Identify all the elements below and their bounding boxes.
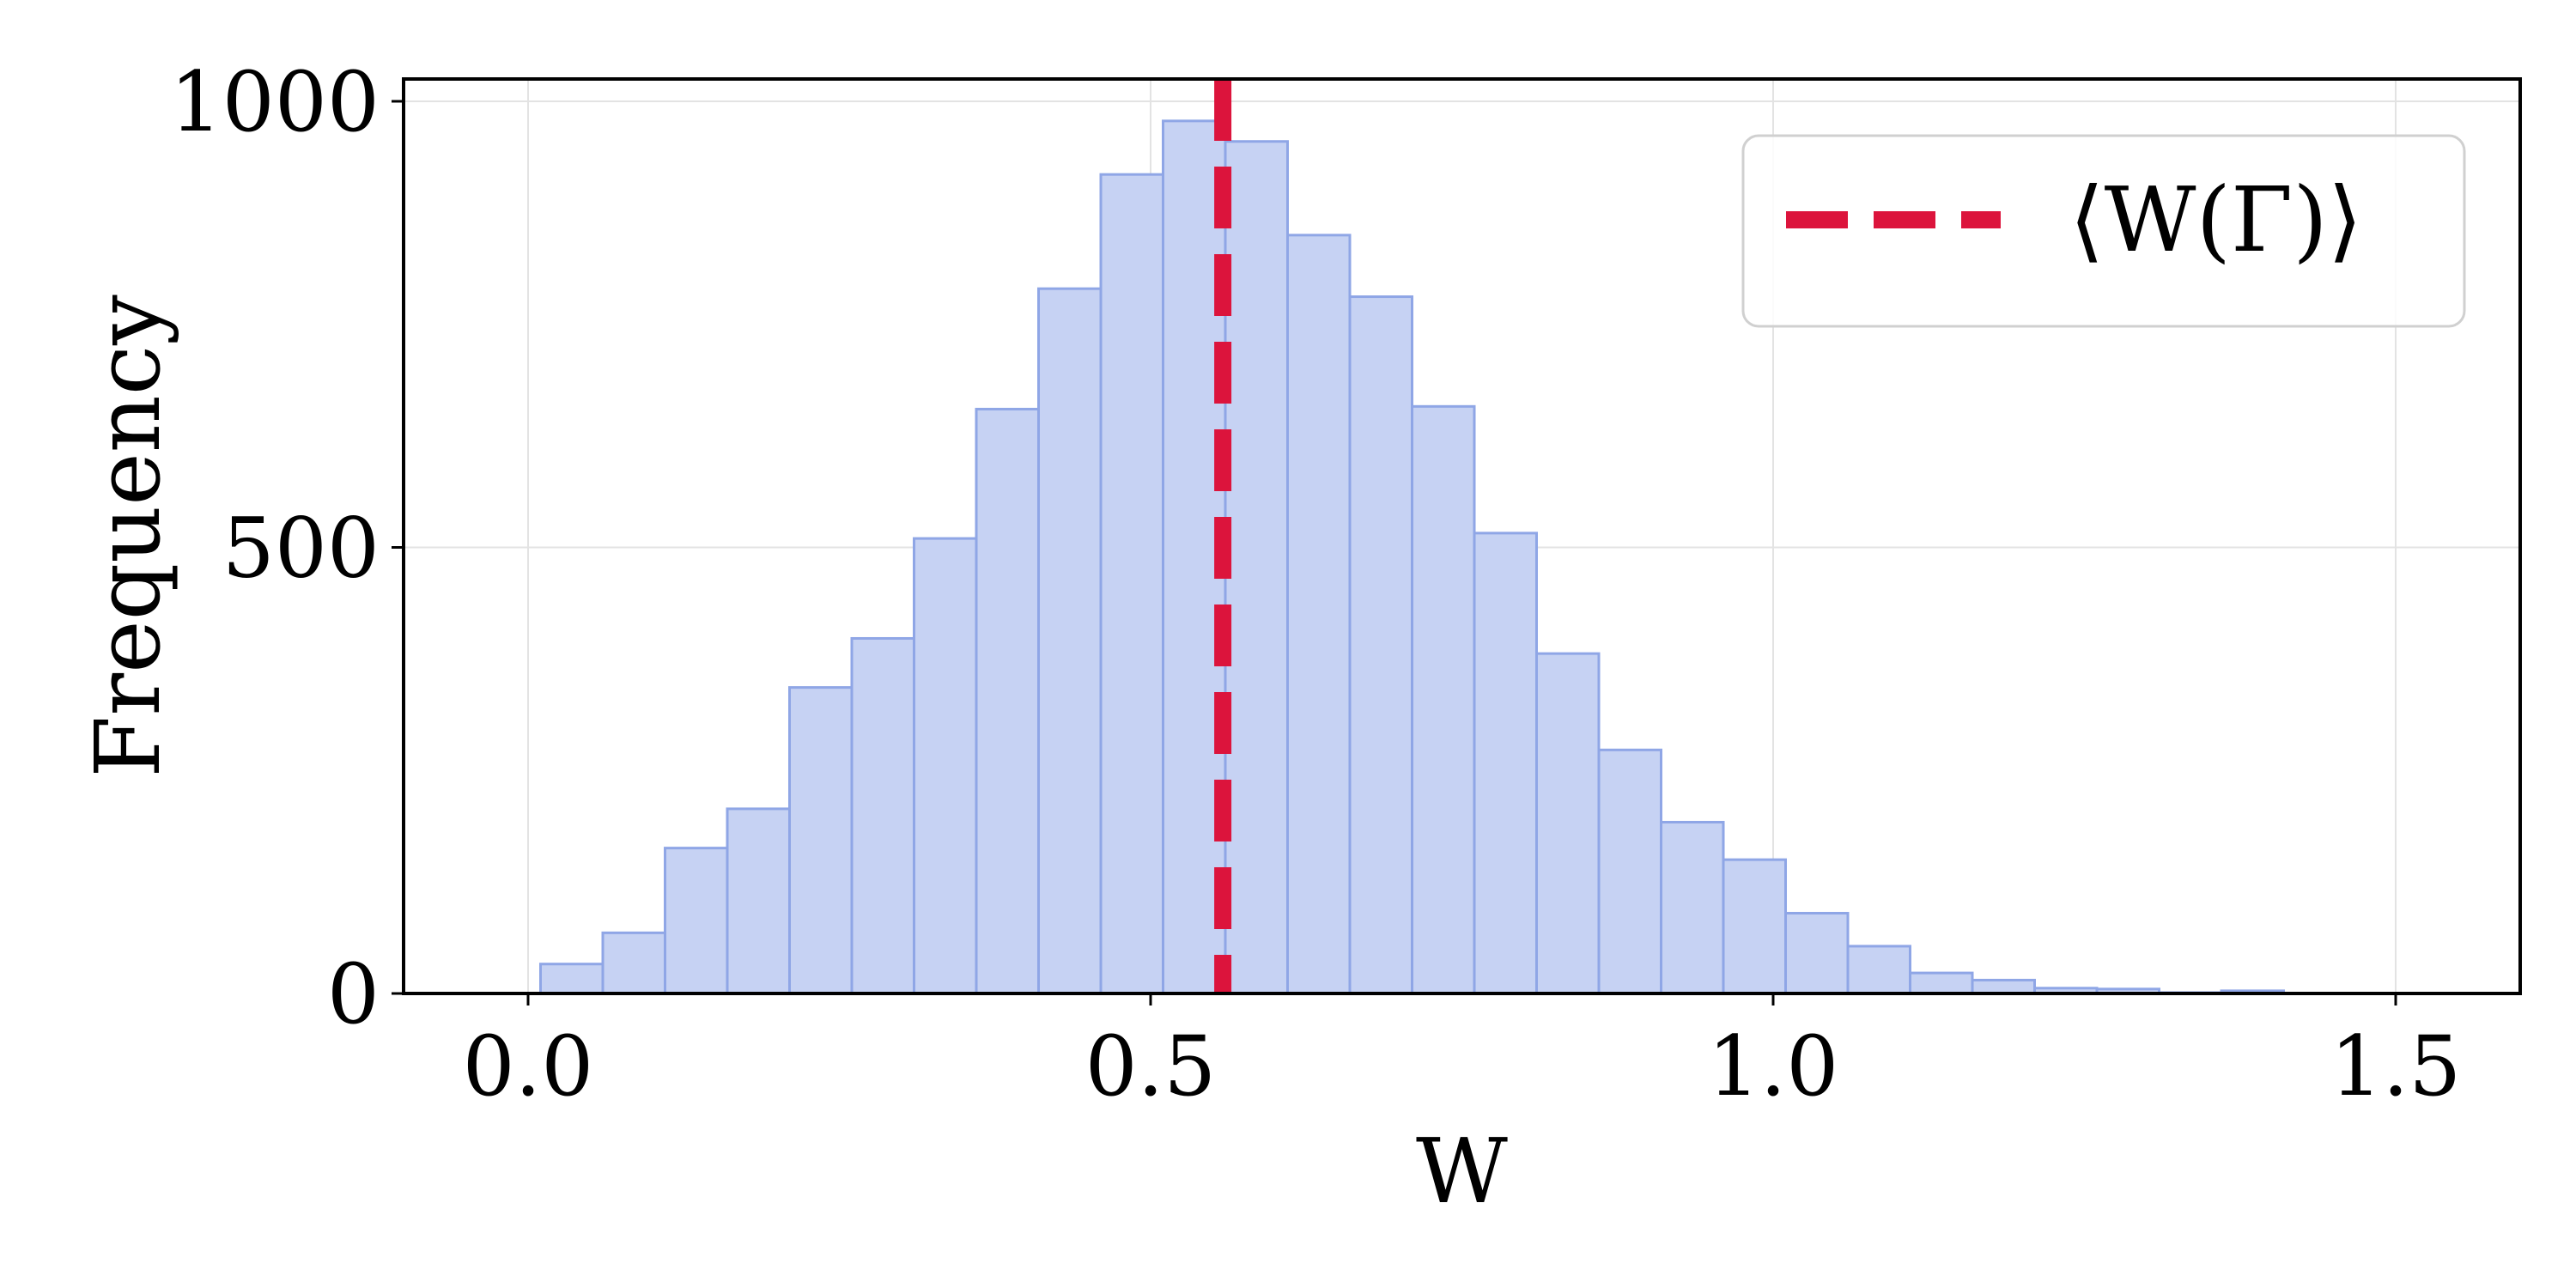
legend-box <box>1741 134 2466 328</box>
histogram-bar <box>539 963 605 995</box>
histogram-bar <box>664 847 729 995</box>
histogram-bar <box>726 807 791 995</box>
histogram-bar <box>1846 945 1911 995</box>
histogram-bar <box>1784 911 1850 995</box>
histogram-bar <box>1348 295 1413 995</box>
histogram-bar <box>1411 404 1476 995</box>
y-tick-label: 500 <box>222 500 380 596</box>
x-tick-label: 1.5 <box>2330 1018 2462 1115</box>
histogram-bar <box>1535 652 1601 995</box>
histogram-bar <box>788 686 854 995</box>
x-axis-title: W <box>1416 1119 1508 1224</box>
histogram-bar <box>1971 978 2036 995</box>
histogram-bar <box>1597 748 1662 995</box>
x-tick-label: 0.0 <box>463 1018 594 1115</box>
y-tick-label: 1000 <box>170 54 380 150</box>
histogram-bar <box>1224 140 1289 995</box>
legend: ⟨W(Γ)⟩ <box>1741 134 2466 328</box>
histogram-bar <box>1909 971 1974 995</box>
legend-label-mean: ⟨W(Γ)⟩ <box>2069 167 2362 272</box>
histogram-bar <box>1660 821 1725 995</box>
histogram-bars <box>539 119 2285 995</box>
histogram-bar <box>1099 173 1164 995</box>
histogram-bar <box>1286 234 1352 995</box>
x-tick-label: 1.0 <box>1708 1018 1839 1115</box>
x-axis-ticks: 0.0 0.5 1.0 1.5 <box>463 993 2462 1115</box>
plot-frame <box>402 77 2522 995</box>
histogram-bar <box>850 636 915 995</box>
histogram-bar <box>975 407 1040 995</box>
histogram-bar <box>1722 858 1787 995</box>
histogram-bar <box>913 537 978 995</box>
y-axis-ticks: 0 500 1000 <box>170 54 404 1042</box>
histogram-bar <box>1037 287 1103 995</box>
y-tick-label: 0 <box>327 946 380 1042</box>
histogram-bar <box>1473 532 1538 995</box>
x-tick-label: 0.5 <box>1085 1018 1217 1115</box>
y-axis-title: Frequency <box>76 295 180 778</box>
histogram-bar <box>601 931 666 995</box>
